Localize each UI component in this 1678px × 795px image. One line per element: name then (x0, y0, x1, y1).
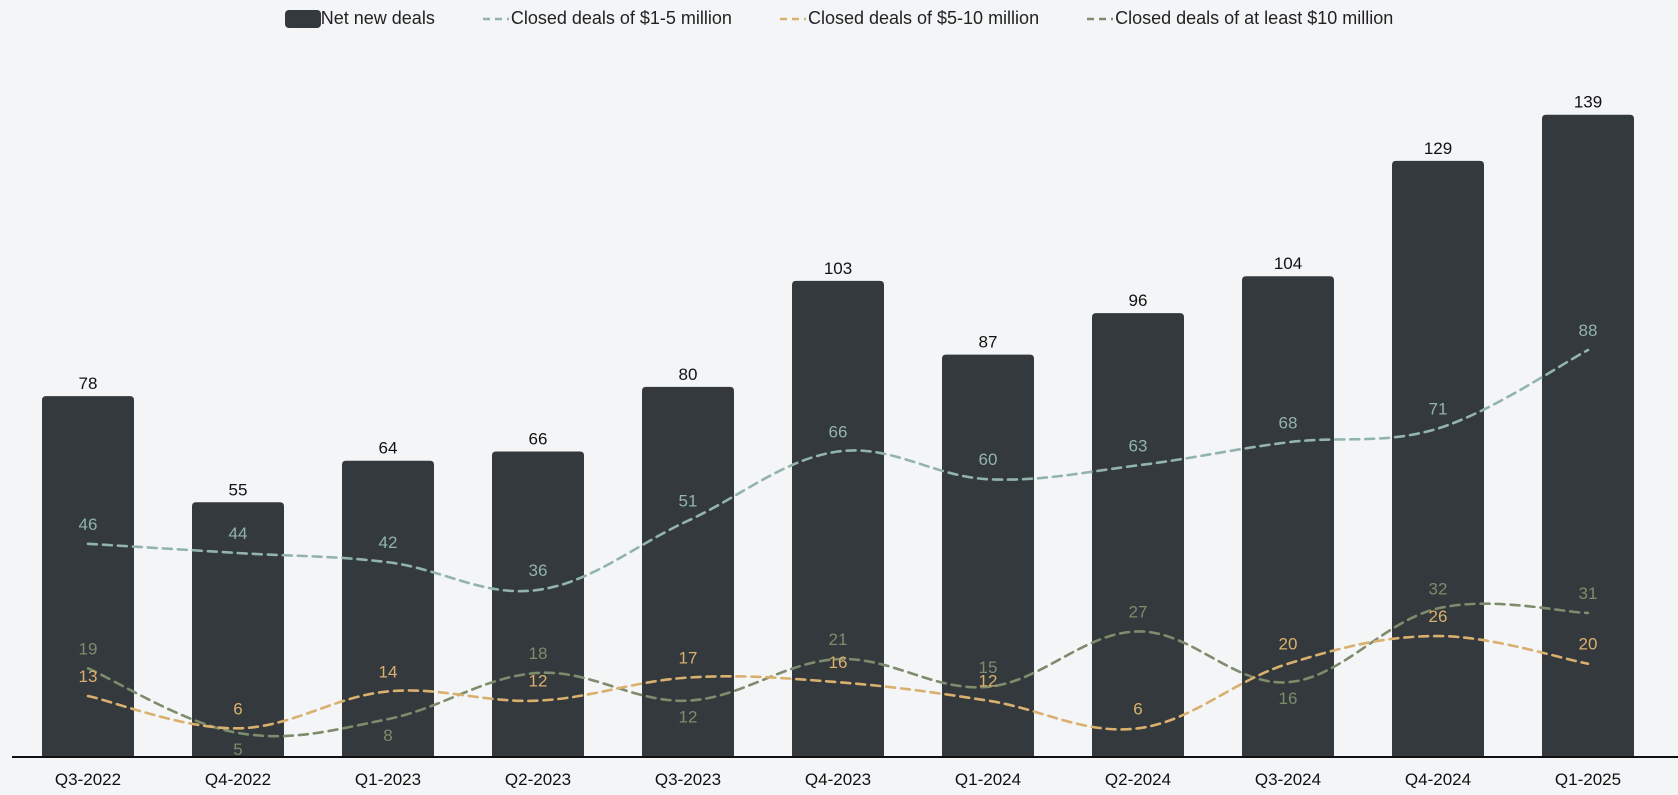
point-value-label: 18 (529, 644, 548, 663)
x-tick-label: Q4-2023 (805, 770, 871, 789)
point-value-label: 6 (1133, 699, 1142, 718)
point-value-label: 12 (679, 708, 698, 727)
point-value-label: 60 (979, 450, 998, 469)
legend-swatch-line-1 (482, 17, 509, 20)
legend-label-10-million-plus: Closed deals of at least $10 million (1115, 8, 1394, 28)
point-value-label: 51 (679, 492, 698, 511)
point-value-label: 15 (979, 658, 998, 677)
bar-value-label: 103 (824, 259, 852, 278)
legend-label-net-new-deals: Net new deals (320, 8, 435, 28)
bar-value-label: 96 (1129, 291, 1148, 310)
legend: Net new deals Closed deals of $1-5 milli… (0, 8, 1678, 29)
bar-value-label: 55 (229, 480, 248, 499)
point-value-label: 20 (1579, 635, 1598, 654)
bar-value-label: 104 (1274, 254, 1302, 273)
bar (342, 460, 434, 756)
bar-value-label: 64 (379, 439, 398, 458)
point-value-label: 6 (233, 699, 242, 718)
legend-item-10-million-plus: Closed deals of at least $10 million (1085, 8, 1393, 29)
bar (1242, 276, 1334, 756)
point-value-label: 63 (1129, 436, 1148, 455)
x-tick-label: Q4-2024 (1405, 770, 1471, 789)
legend-item-1-5-million: Closed deals of $1-5 million (481, 8, 732, 29)
point-value-label: 31 (1579, 584, 1598, 603)
bar (42, 396, 134, 756)
point-value-label: 27 (1129, 602, 1148, 621)
x-tick-label: Q2-2023 (505, 770, 571, 789)
point-value-label: 17 (679, 649, 698, 668)
x-tick-label: Q1-2025 (1555, 770, 1621, 789)
series-line (86, 602, 1590, 738)
point-value-label: 46 (79, 515, 98, 534)
point-value-label: 13 (79, 667, 98, 686)
bar (642, 386, 734, 756)
x-tick-label: Q4-2022 (205, 770, 271, 789)
point-value-label: 36 (529, 561, 548, 580)
point-value-label: 12 (529, 672, 548, 691)
point-value-label: 68 (1279, 413, 1298, 432)
x-tick-label: Q3-2024 (1255, 770, 1321, 789)
point-value-label: 66 (829, 423, 848, 442)
bar-value-label: 78 (79, 374, 98, 393)
point-value-label: 20 (1279, 635, 1298, 654)
point-value-label: 88 (1579, 321, 1598, 340)
point-value-label: 26 (1429, 607, 1448, 626)
point-value-label: 16 (829, 653, 848, 672)
legend-item-net-new-deals: Net new deals (284, 8, 435, 29)
bar (1542, 114, 1634, 757)
bar (792, 280, 884, 756)
point-value-label: 16 (1279, 689, 1298, 708)
bar-value-label: 66 (529, 430, 548, 449)
point-value-label: 8 (383, 726, 392, 745)
bar (1092, 313, 1184, 756)
legend-swatch-line-2 (779, 17, 806, 20)
legend-label-1-5-million: Closed deals of $1-5 million (510, 8, 732, 28)
point-value-label: 12 (979, 672, 998, 691)
point-value-label: 14 (379, 662, 398, 681)
legend-swatch-line-3 (1087, 17, 1114, 20)
point-value-label: 21 (829, 630, 848, 649)
legend-swatch-bar (284, 9, 321, 28)
point-value-label: 32 (1429, 579, 1448, 598)
x-tick-label: Q1-2023 (355, 770, 421, 789)
legend-label-5-10-million: Closed deals of $5-10 million (807, 8, 1040, 28)
point-value-label: 71 (1429, 399, 1448, 418)
point-value-label: 42 (379, 533, 398, 552)
series-line (86, 634, 1590, 731)
bar-value-label: 139 (1574, 93, 1602, 112)
point-value-label: 19 (79, 639, 98, 658)
x-tick-label: Q1-2024 (955, 770, 1021, 789)
x-tick-label: Q3-2023 (655, 770, 721, 789)
bar (942, 354, 1034, 756)
series-line (86, 348, 1590, 593)
point-value-label: 5 (233, 740, 242, 759)
bar-value-label: 87 (979, 333, 998, 352)
bar (492, 451, 584, 756)
bar-value-label: 129 (1424, 139, 1452, 158)
x-tick-label: Q3-2022 (55, 770, 121, 789)
bar (1392, 160, 1484, 756)
legend-item-5-10-million: Closed deals of $5-10 million (778, 8, 1039, 29)
x-tick-label: Q2-2024 (1105, 770, 1171, 789)
bar (192, 502, 284, 756)
point-value-label: 44 (229, 524, 248, 543)
bar-value-label: 80 (679, 365, 698, 384)
